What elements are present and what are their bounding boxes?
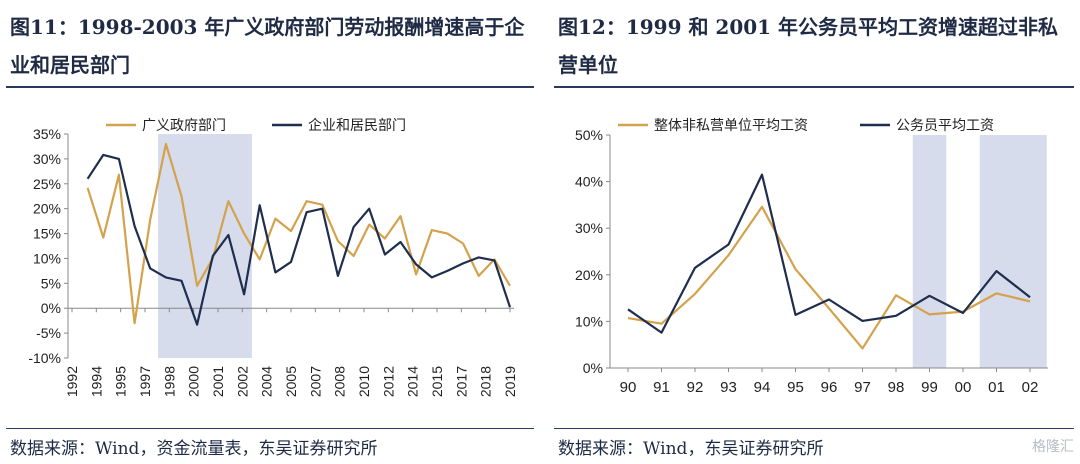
x-tick-label: 1997	[137, 366, 153, 397]
y-tick-label: 10%	[33, 250, 61, 266]
y-tick-label: 35%	[33, 126, 61, 142]
x-tick-label: 1998	[161, 366, 177, 397]
x-tick-label: 2000	[186, 366, 202, 397]
x-tick-label: 99	[921, 379, 938, 396]
y-tick-label: 40%	[575, 174, 603, 190]
x-tick-label: 2007	[307, 366, 323, 397]
x-tick-label: 2010	[356, 366, 372, 397]
left-chart: -10% -5% 0% 5% 10% 15% 20% 25% 30% 35% 1992 1994 199…	[28, 117, 518, 397]
y-tick-label: 20%	[575, 267, 603, 283]
x-tick-label: 1994	[88, 366, 104, 397]
y-tick-label: -10%	[28, 350, 61, 366]
x-tick-label: 2019	[502, 366, 518, 397]
x-tick-label: 90	[620, 379, 637, 396]
right-chart: 0% 10% 20% 30% 40% 50% 90 91 92 93 94 95 96 97 98 99 00 0…	[575, 118, 1048, 396]
x-tick-label: 2008	[332, 366, 348, 397]
x-tick-label: 2001	[210, 366, 226, 397]
y-tick-label: 0%	[41, 300, 61, 316]
left-title-rule	[6, 86, 534, 88]
left-figure-panel: 图11：1998-2003 年广义政府部门劳动报酬增速高于企业和居民部门 -10…	[6, 15, 534, 459]
x-tick-label: 1992	[64, 366, 80, 397]
y-tick-label: 20%	[33, 201, 61, 217]
y-tick-label: 50%	[575, 127, 603, 143]
x-tick-label: 2012	[380, 366, 396, 397]
legend-label-0: 广义政府部门	[142, 118, 226, 134]
x-tick-label: 2004	[259, 366, 275, 397]
x-tick-label: 02	[1022, 379, 1039, 396]
right-figure-panel: 图12：1999 和 2001 年公务员平均工资增速超过非私营单位 0% 10% 2…	[548, 0, 1080, 464]
x-tick-label: 93	[720, 379, 737, 396]
legend-label-1: 企业和居民部门	[308, 117, 406, 134]
x-tick-label: 92	[687, 379, 704, 396]
right-figure-title: 图12：1999 和 2001 年公务员平均工资增速超过非私营单位	[558, 15, 1059, 77]
shaded-period-1	[979, 135, 1047, 368]
y-tick-label: -5%	[36, 325, 61, 341]
x-tick-label: 2015	[429, 366, 445, 397]
legend-label-0: 整体非私营单位平均工资	[654, 118, 808, 134]
x-tick-label: 2005	[283, 366, 299, 397]
left-figure-title: 图11：1998-2003 年广义政府部门劳动报酬增速高于企业和居民部门	[10, 15, 525, 77]
y-tick-label: 0%	[583, 360, 603, 376]
x-tick-label: 94	[754, 379, 771, 396]
x-tick-label: 1995	[113, 366, 129, 397]
y-tick-label: 5%	[41, 275, 61, 291]
right-source-rule	[554, 428, 1074, 429]
x-tick-label: 97	[854, 379, 871, 396]
watermark-logo: 格隆汇	[1032, 439, 1074, 455]
x-tick-label: 2014	[405, 366, 421, 397]
x-tick-label: 91	[653, 379, 670, 396]
series-line-1	[86, 153, 512, 326]
y-tick-label: 30%	[33, 151, 61, 167]
right-title-rule	[554, 86, 1074, 88]
y-tick-label: 15%	[33, 226, 61, 242]
shaded-period-0	[912, 135, 947, 368]
x-tick-label: 01	[988, 379, 1005, 396]
x-tick-label: 98	[888, 379, 905, 396]
y-tick-label: 25%	[33, 176, 61, 192]
legend-label-1: 公务员平均工资	[896, 118, 994, 134]
left-source-rule	[6, 428, 534, 429]
x-tick-label: 2002	[234, 366, 250, 397]
series-line-0	[86, 142, 511, 325]
series-line-1	[627, 173, 1031, 334]
x-tick-label: 96	[821, 379, 838, 396]
series-line-0	[627, 205, 1031, 350]
left-source-note: 数据来源：Wind，资金流量表，东吴证券研究所	[10, 439, 378, 459]
y-tick-label: 10%	[575, 313, 603, 329]
y-tick-label: 30%	[575, 220, 603, 236]
x-tick-label: 2017	[453, 366, 469, 397]
x-tick-label: 95	[787, 379, 804, 396]
x-tick-label: 00	[955, 379, 972, 396]
x-tick-label: 2018	[478, 366, 494, 397]
right-source-note: 数据来源：Wind，东吴证券研究所	[558, 439, 824, 459]
